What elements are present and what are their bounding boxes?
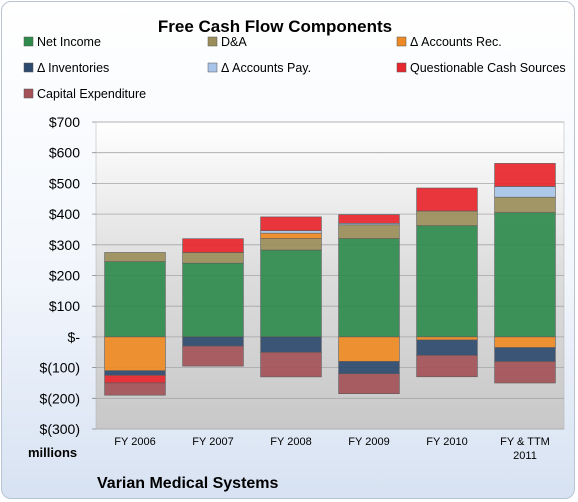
- unit-label: millions: [28, 445, 77, 460]
- bar-delta-accounts-pay-2: [260, 230, 322, 234]
- x-tick-label: FY 2009: [348, 436, 389, 448]
- bar-delta-accounts-rec-2: [260, 232, 322, 239]
- legend-label-danda: D&A: [221, 35, 247, 49]
- bar-net-income-0: [104, 261, 166, 338]
- y-tick-label: $600: [49, 145, 80, 161]
- bar-danda-4: [416, 210, 478, 226]
- bar-net-income-1: [182, 262, 244, 338]
- legend-swatch-delta-accounts-pay: [207, 62, 218, 73]
- bar-delta-accounts-pay-5: [494, 186, 556, 198]
- bar-danda-1: [182, 252, 244, 264]
- bar-delta-accounts-rec-3: [338, 336, 400, 362]
- y-tick-label: $400: [49, 206, 80, 222]
- chart-title: Free Cash Flow Components: [158, 17, 392, 36]
- gridlines: [96, 121, 564, 430]
- bar-danda-5: [494, 196, 556, 213]
- y-tick-label: $300: [49, 237, 80, 253]
- bar-delta-inventories-5: [494, 347, 556, 362]
- bar-delta-inventories-2: [260, 336, 322, 353]
- legend-label-net-income: Net Income: [37, 35, 101, 49]
- bar-delta-inventories-3: [338, 361, 400, 375]
- x-tick-label: FY & TTM: [500, 436, 550, 448]
- legend-label-delta-accounts-pay: Δ Accounts Pay.: [221, 61, 311, 75]
- legend-swatch-delta-inventories: [23, 62, 34, 73]
- bar-capital-expenditure-5: [494, 361, 556, 384]
- y-tick-label: $500: [49, 175, 80, 191]
- bar-capital-expenditure-3: [338, 373, 400, 395]
- legend-swatch-danda: [207, 36, 218, 47]
- x-tick-label: FY 2008: [270, 436, 311, 448]
- y-tick-label: $700: [49, 114, 80, 130]
- bar-delta-inventories-0: [104, 370, 166, 376]
- legend-swatch-delta-accounts-rec: [396, 36, 407, 47]
- bar-capital-expenditure-0: [104, 382, 166, 396]
- bar-questionable-cash-sources-3: [338, 214, 400, 224]
- legend-label-questionable-cash-sources: Questionable Cash Sources: [410, 61, 566, 75]
- y-tick-label: $(200): [40, 390, 80, 406]
- legend-swatch-net-income: [23, 36, 34, 47]
- bar-delta-inventories-1: [182, 336, 244, 347]
- legend-swatch-capital-expenditure: [23, 88, 34, 99]
- y-tick-label: $(100): [40, 360, 80, 376]
- x-axis: FY 2006 FY 2007 FY 2008 FY 2009 FY 2010 FY & …: [114, 436, 550, 462]
- legend-swatch-questionable-cash-sources: [396, 62, 407, 73]
- y-tick-label: $-: [68, 329, 81, 345]
- y-axis: $700 $600 $500 $400 $300 $200 $100 $- $(100) $(20…: [40, 114, 96, 437]
- bar-questionable-cash-sources-1: [182, 238, 244, 253]
- bar-danda-0: [104, 252, 166, 262]
- bar-net-income-2: [260, 249, 322, 338]
- legend: Net Income D&A Δ Accounts Rec. Δ Inventorie…: [23, 35, 566, 101]
- bar-questionable-cash-sources-0: [104, 374, 166, 384]
- bar-delta-inventories-4: [416, 339, 478, 356]
- bar-capital-expenditure-4: [416, 354, 478, 378]
- bar-questionable-cash-sources-4: [416, 187, 478, 212]
- x-tick-label: 2011: [513, 450, 537, 462]
- bar-danda-2: [260, 238, 322, 251]
- y-tick-label: $(300): [40, 421, 80, 437]
- bar-net-income-5: [494, 212, 556, 338]
- legend-label-delta-inventories: Δ Inventories: [37, 61, 109, 75]
- legend-label-delta-accounts-rec: Δ Accounts Rec.: [410, 35, 502, 49]
- x-tick-label: FY 2006: [114, 436, 155, 448]
- x-tick-label: FY 2007: [192, 436, 233, 448]
- x-tick-label: FY 2010: [426, 436, 467, 448]
- bar-net-income-4: [416, 225, 478, 338]
- y-tick-label: $200: [49, 268, 80, 284]
- bar-capital-expenditure-1: [182, 345, 244, 367]
- bar-questionable-cash-sources-5: [494, 163, 556, 187]
- bar-delta-accounts-rec-5: [494, 336, 556, 348]
- y-tick-label: $100: [49, 298, 80, 314]
- bar-delta-accounts-rec-4: [416, 336, 478, 341]
- bar-delta-accounts-rec-0: [104, 336, 166, 371]
- legend-label-capital-expenditure: Capital Expenditure: [37, 87, 146, 101]
- bar-capital-expenditure-2: [260, 351, 322, 378]
- bars: [104, 163, 556, 396]
- bar-danda-3: [338, 224, 400, 239]
- bar-questionable-cash-sources-2: [260, 216, 322, 231]
- bar-net-income-3: [338, 238, 400, 338]
- company-label: Varian Medical Systems: [97, 475, 279, 492]
